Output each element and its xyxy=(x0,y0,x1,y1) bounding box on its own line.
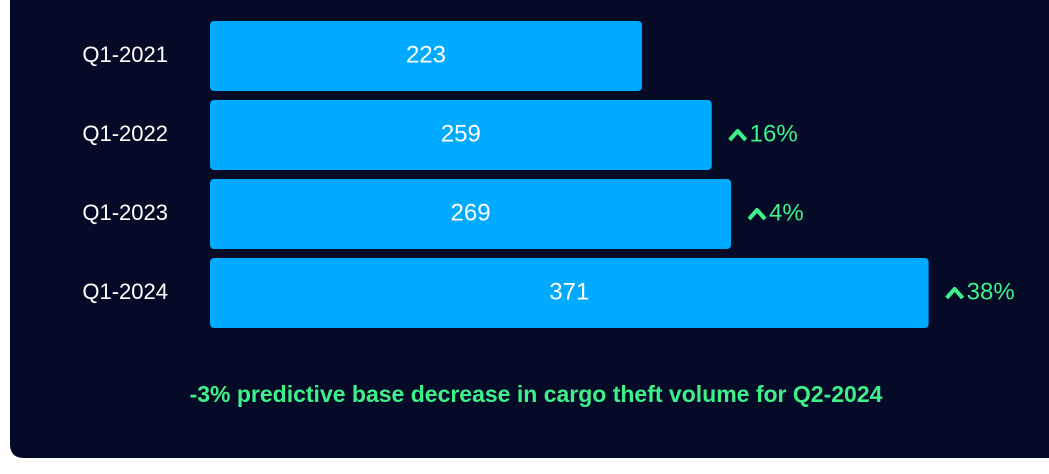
bar xyxy=(210,21,642,91)
value-label: 371 xyxy=(549,278,589,305)
up-arrow xyxy=(945,287,965,300)
change-label: 4% xyxy=(769,199,804,226)
y-tick-label: Q1-2023 xyxy=(82,200,168,225)
up-arrow xyxy=(747,208,767,221)
change-label: 16% xyxy=(750,120,798,147)
bar xyxy=(210,100,712,170)
bar xyxy=(210,258,929,328)
value-label: 269 xyxy=(451,199,491,226)
footnote: -3% predictive base decrease in cargo th… xyxy=(190,381,883,407)
bar xyxy=(210,179,732,249)
y-tick-label: Q1-2022 xyxy=(82,121,168,146)
change-label: 38% xyxy=(967,278,1015,305)
value-label: 223 xyxy=(406,41,446,68)
value-label: 259 xyxy=(441,120,481,147)
y-tick-label: Q1-2024 xyxy=(82,279,168,304)
up-arrow xyxy=(728,129,748,142)
y-tick-label: Q1-2021 xyxy=(82,42,168,67)
